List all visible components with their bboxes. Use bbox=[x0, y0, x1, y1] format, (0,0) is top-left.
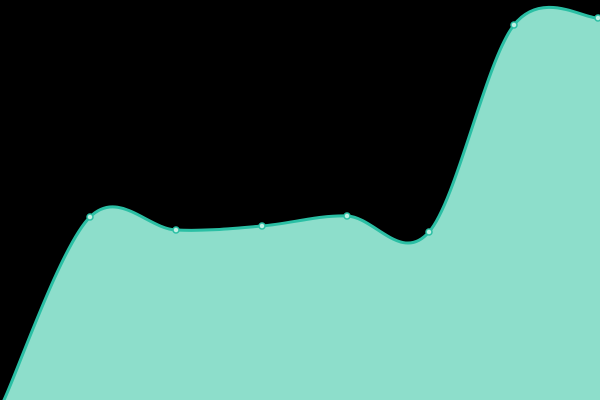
data-point-marker[interactable] bbox=[86, 213, 94, 221]
area-fill-path bbox=[4, 7, 600, 400]
data-point-marker[interactable] bbox=[258, 222, 266, 230]
data-point-markers bbox=[86, 14, 600, 236]
data-point-marker[interactable] bbox=[343, 212, 351, 220]
data-point-marker[interactable] bbox=[425, 228, 433, 236]
data-point-marker[interactable] bbox=[510, 21, 518, 29]
data-point-marker[interactable] bbox=[172, 226, 180, 234]
data-point-marker[interactable] bbox=[594, 14, 600, 22]
